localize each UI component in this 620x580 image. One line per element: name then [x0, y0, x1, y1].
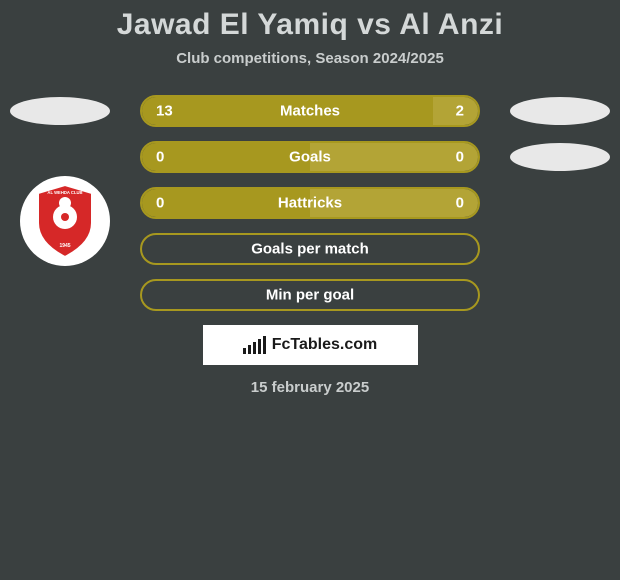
logo-box: FcTables.com: [203, 325, 418, 365]
stat-row: Min per goal: [0, 279, 620, 311]
stat-value-left: 0: [156, 195, 164, 212]
date-label: 15 february 2025: [0, 379, 620, 396]
player-marker-right: [510, 97, 610, 125]
player-marker-right: [510, 143, 610, 171]
stat-fill-right: [310, 143, 478, 171]
stat-row: Goals per match: [0, 233, 620, 265]
stat-value-right: 0: [456, 195, 464, 212]
stat-bar: 0 0 Hattricks: [140, 187, 480, 219]
bar-chart-icon: [243, 336, 266, 354]
stat-label: Goals per match: [251, 241, 369, 258]
stat-value-left: 0: [156, 149, 164, 166]
stat-label: Goals: [289, 149, 331, 166]
stat-row: 13 2 Matches: [0, 95, 620, 127]
stat-value-left: 13: [156, 103, 173, 120]
stat-row: 0 0 Goals: [0, 141, 620, 173]
comparison-infographic: Jawad El Yamiq vs Al Anzi Club competiti…: [0, 0, 620, 580]
stat-label: Matches: [280, 103, 340, 120]
stat-fill-left: [142, 143, 310, 171]
subtitle: Club competitions, Season 2024/2025: [0, 50, 620, 67]
logo-text: FcTables.com: [272, 336, 378, 354]
stat-value-right: 2: [456, 103, 464, 120]
stat-bar: Goals per match: [140, 233, 480, 265]
stat-label: Hattricks: [278, 195, 342, 212]
stat-bar: 0 0 Goals: [140, 141, 480, 173]
stat-bar: 13 2 Matches: [140, 95, 480, 127]
stat-rows: 13 2 Matches 0 0 Goals 0 0 Hattricks Goals per ma…: [0, 95, 620, 311]
stat-value-right: 0: [456, 149, 464, 166]
stat-row: 0 0 Hattricks: [0, 187, 620, 219]
player-marker-left: [10, 97, 110, 125]
page-title: Jawad El Yamiq vs Al Anzi: [0, 0, 620, 42]
stat-bar: Min per goal: [140, 279, 480, 311]
stat-label: Min per goal: [266, 287, 354, 304]
